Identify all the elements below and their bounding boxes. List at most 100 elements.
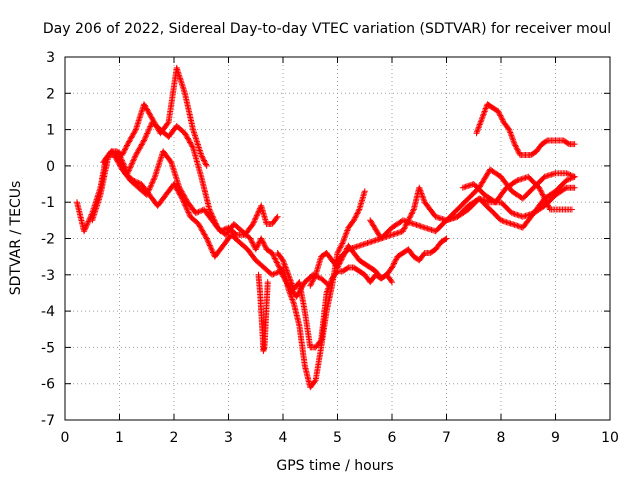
data-point-marker <box>120 149 127 156</box>
data-point-marker <box>203 162 210 169</box>
data-point-marker <box>207 243 214 250</box>
series-track-8 <box>307 235 450 289</box>
data-points <box>74 64 578 391</box>
data-point-marker <box>186 210 193 217</box>
data-point-marker <box>391 259 398 266</box>
y-tick-label: -7 <box>41 413 55 429</box>
data-point-marker <box>113 152 120 158</box>
data-point-marker <box>312 273 318 280</box>
data-point-marker <box>274 213 281 220</box>
data-point-marker <box>82 225 89 232</box>
data-point-marker <box>351 216 358 222</box>
data-point-marker <box>184 206 191 213</box>
data-point-marker <box>498 115 505 122</box>
data-point-marker <box>131 156 137 163</box>
series-track-13 <box>473 101 578 158</box>
x-tick-label: 1 <box>115 430 124 446</box>
data-point-marker <box>252 215 259 222</box>
data-point-marker <box>185 209 192 216</box>
data-point-marker <box>143 105 150 112</box>
data-point-marker <box>408 211 415 218</box>
y-tick-label: -4 <box>41 304 55 320</box>
data-point-marker <box>247 235 254 242</box>
data-point-marker <box>221 226 228 233</box>
data-point-marker <box>477 118 484 125</box>
data-point-marker <box>545 202 551 209</box>
data-point-marker <box>254 242 261 249</box>
data-point-marker <box>118 161 125 168</box>
y-tick-label: -1 <box>41 195 55 211</box>
data-point-marker <box>142 133 149 140</box>
data-point-marker <box>350 217 357 224</box>
data-point-marker <box>335 263 342 270</box>
data-point-marker <box>343 230 350 237</box>
data-point-marker <box>205 239 212 246</box>
data-point-marker <box>353 211 360 218</box>
y-tick-label: 1 <box>46 123 55 139</box>
data-point-marker <box>138 142 145 149</box>
data-point-marker <box>262 243 269 250</box>
data-point-marker <box>143 131 150 138</box>
data-point-marker <box>571 173 578 180</box>
data-point-marker <box>130 157 137 164</box>
data-point-marker <box>505 125 512 132</box>
data-point-marker <box>260 240 267 247</box>
data-point-marker <box>146 185 153 191</box>
data-point-marker <box>512 142 519 149</box>
data-point-marker <box>124 142 130 149</box>
data-point-marker <box>115 154 121 161</box>
data-point-marker <box>404 220 410 227</box>
data-point-marker <box>275 262 282 269</box>
data-point-marker <box>250 221 256 227</box>
data-point-marker <box>203 234 209 241</box>
data-point-marker <box>251 218 258 225</box>
x-tick-label: 2 <box>170 430 179 446</box>
data-point-marker <box>339 240 346 247</box>
data-point-marker <box>179 195 186 202</box>
data-point-marker <box>209 248 216 255</box>
data-point-marker <box>126 166 133 172</box>
data-point-marker <box>127 164 134 171</box>
data-point-marker <box>352 213 359 220</box>
data-point-marker <box>253 245 260 251</box>
data-point-marker <box>120 167 127 174</box>
data-point-marker <box>248 236 254 243</box>
data-point-marker <box>404 218 411 225</box>
data-point-marker <box>127 163 134 170</box>
data-point-marker <box>338 241 345 248</box>
data-point-marker <box>570 173 577 180</box>
data-point-marker <box>273 259 280 266</box>
data-point-marker <box>540 192 547 199</box>
plot-frame <box>64 56 611 421</box>
x-tick-label: 7 <box>442 430 451 446</box>
data-point-marker <box>132 153 139 160</box>
data-point-marker <box>206 206 213 213</box>
data-point-marker <box>115 156 122 163</box>
data-point-marker <box>207 207 214 214</box>
data-point-marker <box>538 190 545 197</box>
data-point-marker <box>148 182 155 189</box>
data-point-marker <box>201 157 207 164</box>
data-point-marker <box>164 120 171 127</box>
data-point-marker <box>271 255 278 262</box>
data-point-marker <box>144 130 151 137</box>
data-point-marker <box>508 133 515 140</box>
data-point-marker <box>417 187 424 194</box>
data-point-marker <box>249 239 256 246</box>
data-point-marker <box>401 225 408 232</box>
data-point-marker <box>334 250 341 256</box>
data-point-marker <box>269 271 276 278</box>
data-point-marker <box>543 199 550 206</box>
data-point-marker <box>307 281 314 288</box>
data-point-marker <box>419 193 426 200</box>
data-point-marker <box>568 172 575 179</box>
data-point-marker <box>132 152 139 158</box>
data-point-marker <box>545 203 552 210</box>
data-point-marker <box>341 236 347 243</box>
data-point-marker <box>194 209 201 216</box>
data-point-marker <box>195 208 202 215</box>
data-point-marker <box>140 138 147 145</box>
y-tick-label: -3 <box>41 268 55 284</box>
data-point-marker <box>342 233 349 240</box>
data-point-marker <box>151 175 158 182</box>
